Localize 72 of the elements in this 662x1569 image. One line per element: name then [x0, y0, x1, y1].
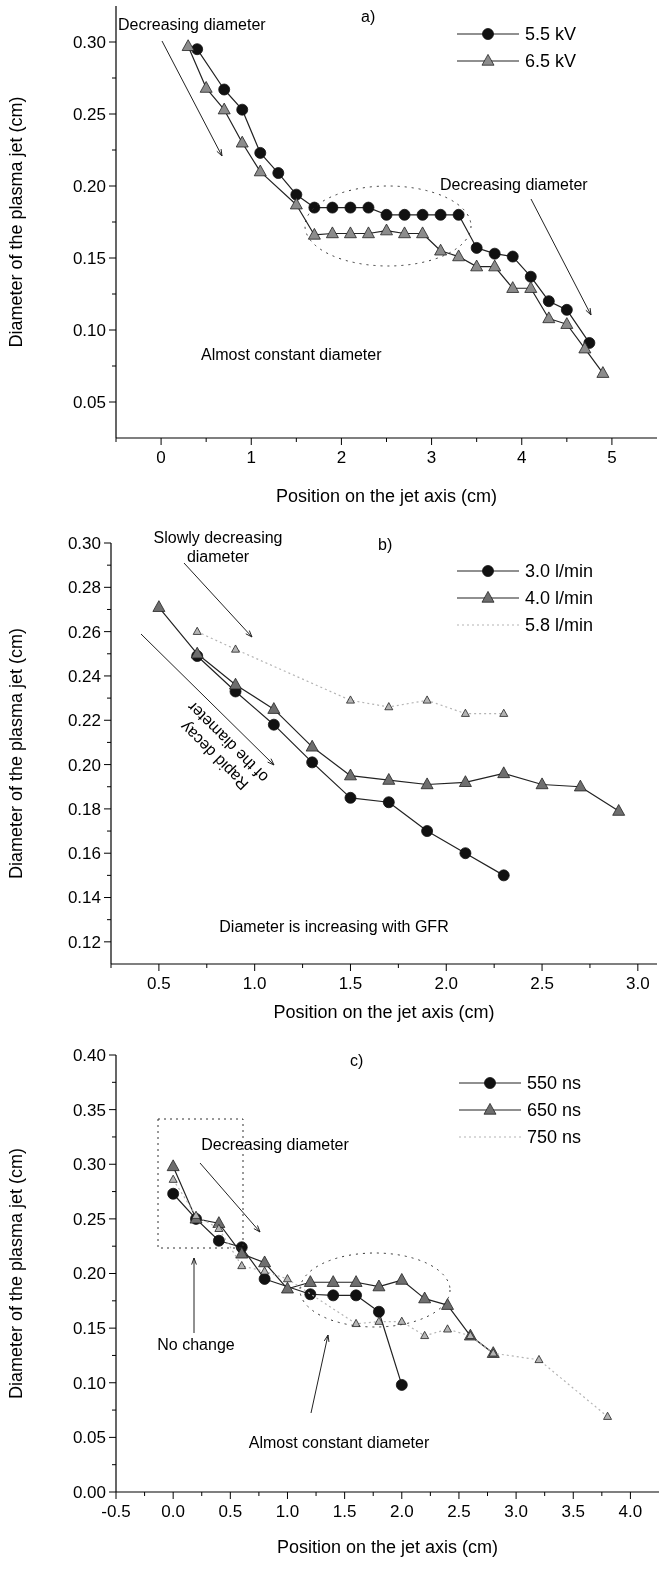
- chart-title: a): [361, 8, 376, 25]
- y-tick-label: 0.30: [72, 1155, 106, 1175]
- x-tick-label: 4.0: [618, 1502, 643, 1521]
- y-tick-label: 0.30: [67, 533, 101, 553]
- y-tick-label: 0.00: [72, 1482, 106, 1502]
- y-tick-label: 0.10: [72, 320, 106, 340]
- x-tick-label: 2.5: [447, 1502, 471, 1521]
- x-tick-label: 1: [246, 448, 256, 467]
- x-tick-label: 1.5: [332, 1502, 357, 1521]
- chart-title: b): [378, 536, 393, 553]
- x-tick-label: 3.0: [626, 974, 650, 993]
- y-tick-label: 0.10: [72, 1373, 106, 1393]
- annotation: Almost constant diameter: [201, 346, 383, 363]
- x-tick-label: 0.0: [161, 1502, 185, 1521]
- annotation: Decreasing diameter: [118, 16, 267, 33]
- y-tick-label: 0.24: [67, 666, 101, 686]
- y-axis-title: Diameter of the plasma jet (cm): [6, 96, 26, 348]
- y-tick-label: 0.20: [72, 176, 106, 196]
- legend-label: 5.8 l/min: [525, 615, 594, 636]
- x-tick-label: 2.5: [530, 974, 554, 993]
- x-tick-label: 2.0: [434, 974, 459, 993]
- x-tick-label: 0: [156, 448, 166, 467]
- y-tick-label: 0.05: [72, 1428, 106, 1448]
- y-tick-label: 0.35: [72, 1100, 106, 1120]
- x-tick-label: -0.5: [101, 1502, 131, 1521]
- y-tick-label: 0.25: [72, 1209, 106, 1229]
- y-tick-label: 0.30: [72, 32, 106, 52]
- y-axis-title: Diameter of the plasma jet (cm): [6, 627, 26, 880]
- x-tick-label: 3.0: [504, 1502, 528, 1521]
- chart-title: c): [350, 1052, 364, 1069]
- x-tick-label: 0.5: [147, 974, 171, 993]
- annotation: Decreasing diameter: [201, 1136, 350, 1153]
- x-tick-label: 5: [607, 448, 617, 467]
- legend-label: 6.5 kV: [525, 51, 577, 72]
- x-tick-label: 1.0: [242, 974, 267, 993]
- legend-label: 750 ns: [527, 1127, 582, 1148]
- legend-label: 4.0 l/min: [525, 588, 594, 609]
- y-tick-label: 0.18: [67, 799, 101, 819]
- y-tick-label: 0.14: [67, 888, 101, 908]
- x-tick-label: 1.5: [338, 974, 363, 993]
- annotation: Decreasing diameter: [440, 176, 589, 193]
- y-tick-label: 0.16: [67, 844, 101, 864]
- y-axis-title: Diameter of the plasma jet (cm): [6, 1147, 26, 1400]
- y-tick-label: 0.05: [72, 392, 106, 412]
- x-axis-title: Position on the jet axis (cm): [273, 1002, 495, 1022]
- y-tick-label: 0.12: [67, 932, 101, 952]
- x-tick-label: 2.0: [389, 1502, 414, 1521]
- y-tick-label: 0.28: [67, 578, 101, 598]
- x-tick-label: 3.5: [561, 1502, 586, 1521]
- annotation: Slowly decreasing diameter: [153, 529, 283, 566]
- x-tick-label: 3: [426, 448, 437, 467]
- x-tick-label: 4: [517, 448, 527, 467]
- y-tick-label: 0.20: [72, 1264, 106, 1284]
- x-tick-label: 2: [336, 448, 347, 467]
- legend-label: 3.0 l/min: [525, 561, 594, 582]
- y-tick-label: 0.15: [72, 1319, 106, 1339]
- y-tick-label: 0.22: [67, 711, 101, 731]
- x-axis-title: Position on the jet axis (cm): [275, 486, 498, 506]
- x-axis-title: Position on the jet axis (cm): [276, 1537, 499, 1557]
- y-tick-label: 0.15: [72, 248, 106, 268]
- annotation: Almost constant diameter: [248, 1434, 430, 1451]
- legend-label: 5.5 kV: [525, 24, 577, 45]
- x-tick-label: 0.5: [218, 1502, 243, 1521]
- y-tick-label: 0.25: [72, 104, 106, 124]
- legend-label: 550 ns: [527, 1073, 582, 1094]
- y-tick-label: 0.26: [67, 622, 101, 642]
- legend-label: 650 ns: [527, 1100, 582, 1121]
- y-tick-label: 0.40: [72, 1045, 106, 1065]
- x-tick-label: 1.0: [275, 1502, 300, 1521]
- annotation: No change: [157, 1336, 235, 1353]
- annotation: Diameter is increasing with GFR: [219, 918, 449, 935]
- y-tick-label: 0.20: [67, 755, 101, 775]
